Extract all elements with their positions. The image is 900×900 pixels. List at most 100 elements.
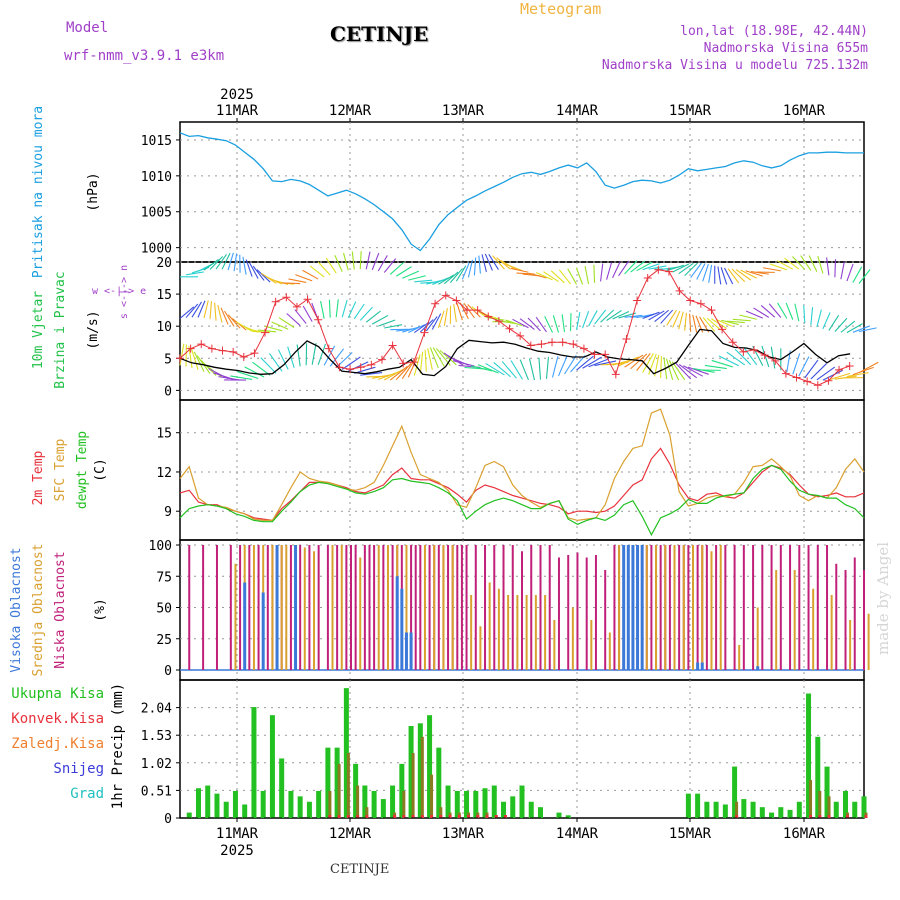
cloud-bar-srednja [423,545,426,670]
cloud-bar-niska [548,545,551,670]
wind-gust-marker [452,296,461,305]
precip-bar-total [491,785,497,818]
wind-arrow [185,303,199,318]
cloud-bar-niska [715,545,718,670]
wind-arrow [424,349,427,372]
wind-arrow [384,368,404,381]
cloud-bar-niska [779,545,782,670]
precip-bar-convective-tip [864,815,868,818]
wind-arrow [768,303,782,318]
wind-arrow [792,353,801,375]
wind-gust-marker [377,355,386,364]
wind-arrow [702,264,709,282]
cloud-bar-srednja [451,545,454,670]
temp-unit: (C) [93,458,108,481]
cloud-bar-niska [345,545,348,670]
precip-bar-total [195,788,201,818]
wind-arrow [260,357,277,374]
cloud-bar-niska [687,545,690,670]
wind-arrow [717,266,722,285]
wind-gust-marker [750,345,759,354]
bottom-year-label: 2025 [220,843,254,859]
wind-arrow [704,364,727,370]
wind-arrow-field [179,251,879,381]
wind-arrow [227,314,241,329]
cloud-bar-srednja [313,551,316,670]
wind-arrow [777,302,788,319]
wind-arrow [760,305,776,318]
wind-arrow [419,351,424,374]
wind-arrow [683,365,703,377]
precip-bar-total [537,807,543,818]
precip-bar-total [223,801,229,818]
cloud-bar-srednja [608,632,611,670]
precip-bar-total [436,747,442,818]
wind-arrow [535,271,553,281]
wind-arrow [724,267,734,285]
precip-bar-total [787,809,793,818]
cloud-bar-niska [354,545,357,670]
wind-arrow [335,352,353,369]
precip-bar-total [269,715,275,818]
ytick-label-pressure: 1015 [141,134,172,149]
precip-bar-total [482,788,488,818]
precip-bar-total [759,807,765,818]
precip-bar-total [741,799,747,818]
wind-arrow [718,355,739,367]
wind-gust-marker [494,317,503,326]
wind-arrow [439,349,457,366]
bottom-day-label: 16MAR [783,826,826,842]
wind-arrow [230,375,253,381]
cloud-bar-niska [308,545,311,670]
cloud-bar-niska [835,563,838,670]
cloud-bar-niska [613,545,616,670]
wind-arrow [776,260,794,270]
altitude-label: Nadmorska Visina 655m [703,41,868,56]
bottom-day-label: 13MAR [442,826,485,842]
wind-arrow [309,265,325,278]
wind-gust-marker [399,359,408,368]
wind-arrow [527,317,541,332]
wind-gust-marker [324,344,333,353]
wind-arrow [395,266,412,277]
wind-arrow [215,254,227,270]
precip-bar-convective-tip [356,815,360,818]
wind-arrow [570,355,586,373]
wind-arrow [734,348,752,366]
wind-arrow [606,309,622,321]
precip-bar-total [565,815,571,818]
wind-arrow [389,365,408,381]
wind-arrow [816,309,822,328]
cloud-bar-visoka [636,545,640,670]
wind-arrow [408,275,426,281]
wind-arrow [467,259,474,278]
precip-bar-convective [365,807,369,818]
wind-arrow [341,356,361,370]
wind-arrow [478,255,481,274]
wind-gust-marker [356,363,365,372]
wind-arrow [684,312,687,331]
cloud-bar-niska [585,557,588,670]
cloud-bar-niska [368,545,371,670]
wind-gust-marker [346,365,355,374]
precip-bar-total [528,801,534,818]
cloud-bar-visoka [294,545,298,670]
wind-arrow [826,257,830,276]
wind-arrow [351,251,355,270]
wind-arrow [452,360,475,367]
wind-arrow [477,364,499,374]
precip-bar-total [343,688,349,818]
wind-arrow [277,349,289,370]
wind-compass-v: s <-|-> n [119,265,130,319]
cloud-bar-niska [770,545,773,670]
precip-bar-total [704,801,710,818]
wind-gust-marker [579,344,588,353]
wind-arrow [731,268,746,283]
cloud-bar-niska [437,545,440,670]
ytick-label-cloud: 50 [156,602,172,617]
precip-bar-total [454,790,460,818]
wind-arrow [671,361,686,381]
wind-arrow [624,354,644,368]
precip-bar-total [205,785,211,818]
wind-arrow [402,270,420,279]
